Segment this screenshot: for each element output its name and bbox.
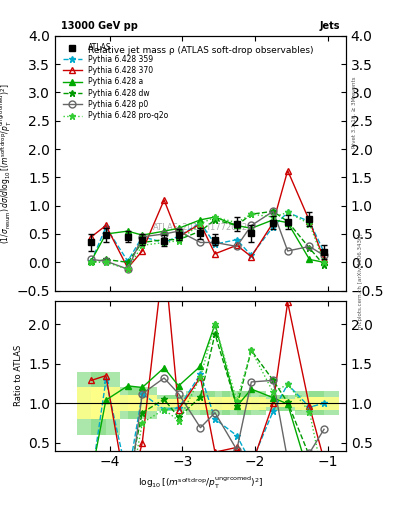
Legend: ATLAS, Pythia 6.428 359, Pythia 6.428 370, Pythia 6.428 a, Pythia 6.428 dw, Pyth: ATLAS, Pythia 6.428 359, Pythia 6.428 37… [59,39,172,124]
Text: 13000 GeV pp: 13000 GeV pp [61,21,138,31]
Text: mcplots.cern.ch [arXiv:1306.3436]: mcplots.cern.ch [arXiv:1306.3436] [358,234,363,329]
Text: Relative jet mass ρ (ATLAS soft-drop observables): Relative jet mass ρ (ATLAS soft-drop obs… [88,46,313,55]
Text: Jets: Jets [320,21,340,31]
Y-axis label: $(1/\sigma_{\rm resum})\,d\sigma/d\log_{10}[(m^{\rm soft\,drop}/p_T^{\rm ungroom: $(1/\sigma_{\rm resum})\,d\sigma/d\log_{… [0,83,14,244]
X-axis label: $\log_{10}[(m^{\rm soft\,drop}/p_{\rm T}^{\rm ungroomed})^2]$: $\log_{10}[(m^{\rm soft\,drop}/p_{\rm T}… [138,475,263,492]
Y-axis label: Ratio to ATLAS: Ratio to ATLAS [14,345,23,406]
Text: ATLAS_2019_I1772062: ATLAS_2019_I1772062 [153,222,248,231]
Text: Rivet 3.1.10, ≥ 3M events: Rivet 3.1.10, ≥ 3M events [352,77,357,148]
